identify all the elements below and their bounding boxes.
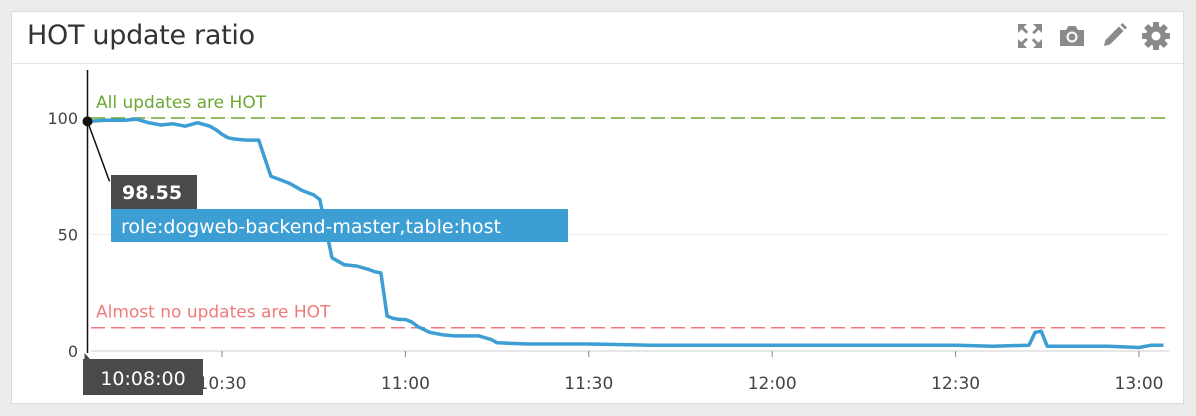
expand-icon[interactable] bbox=[1015, 21, 1045, 51]
tooltip-series-box bbox=[111, 209, 568, 242]
y-tick-label: 0 bbox=[68, 342, 78, 361]
widget-title: HOT update ratio bbox=[27, 20, 255, 51]
widget-toolbar bbox=[1015, 21, 1171, 51]
pencil-icon[interactable] bbox=[1099, 21, 1129, 51]
gear-icon[interactable] bbox=[1141, 21, 1171, 51]
tooltip-series-label: role:dogweb-backend-master,table:host bbox=[121, 216, 501, 238]
x-tick-label: 13:00 bbox=[1115, 374, 1164, 394]
x-tick-label: 11:30 bbox=[564, 374, 613, 394]
time-tooltip-box bbox=[83, 359, 203, 395]
marker-label-low: Almost no updates are HOT bbox=[96, 303, 331, 323]
x-tick-label: 12:30 bbox=[931, 374, 980, 394]
series-line[interactable] bbox=[87, 117, 1164, 350]
x-tick-label: 10:30 bbox=[198, 374, 247, 394]
marker-label-high: All updates are HOT bbox=[96, 93, 267, 113]
tooltip-value-box bbox=[111, 175, 197, 209]
x-tick-label: 11:00 bbox=[381, 374, 430, 394]
tooltip-leader-line bbox=[86, 121, 111, 182]
timeseries-widget: HOT update ratio bbox=[11, 11, 1184, 404]
widget-header: HOT update ratio bbox=[12, 12, 1183, 64]
time-tooltip-label: 10:08:00 bbox=[100, 368, 185, 390]
x-tick-label: 12:00 bbox=[748, 374, 797, 394]
y-tick-label: 100 bbox=[47, 109, 78, 128]
y-tick-label: 50 bbox=[58, 226, 78, 245]
camera-icon[interactable] bbox=[1057, 21, 1087, 51]
tooltip-value: 98.55 bbox=[122, 182, 182, 204]
